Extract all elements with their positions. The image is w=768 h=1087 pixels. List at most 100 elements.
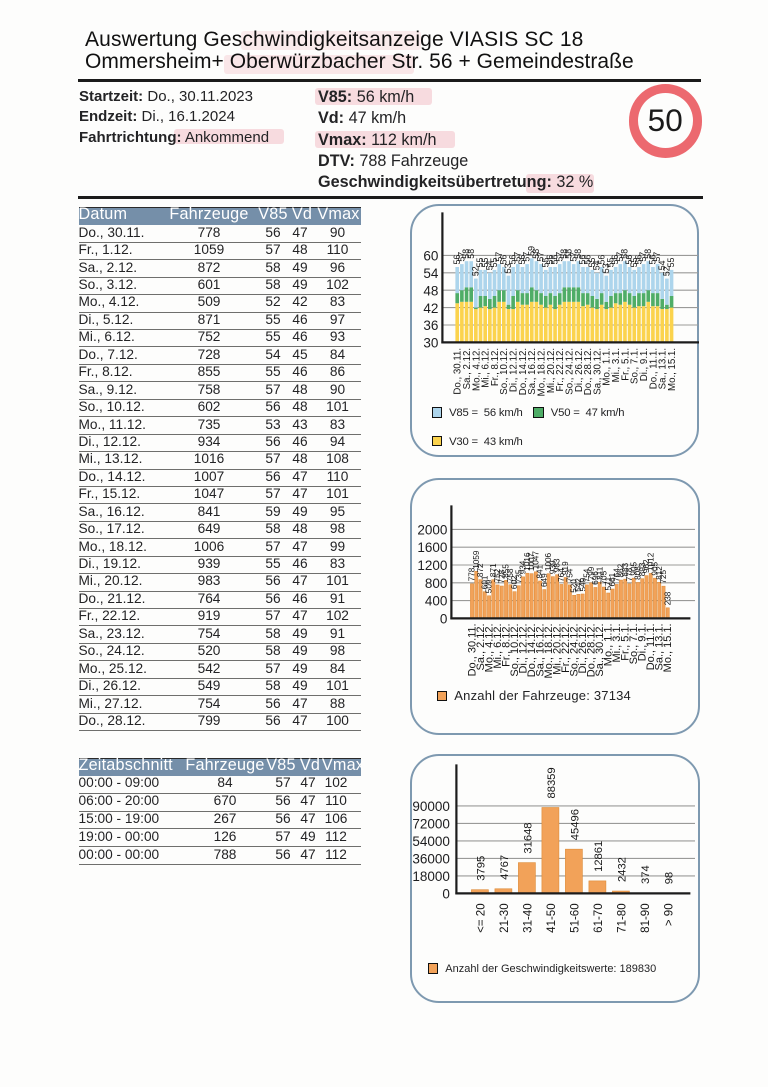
svg-text:56: 56 — [517, 255, 527, 265]
svg-text:42: 42 — [423, 301, 438, 316]
svg-text:56: 56 — [452, 255, 462, 265]
svg-text:57: 57 — [615, 252, 625, 262]
svg-text:905: 905 — [629, 561, 638, 575]
svg-text:758: 758 — [506, 568, 515, 582]
svg-text:31-40: 31-40 — [522, 903, 534, 932]
svg-text:56: 56 — [582, 255, 592, 265]
svg-text:55: 55 — [606, 258, 616, 268]
svg-text:So., 10.12.: So., 10.12. — [499, 348, 510, 395]
svg-text:2432: 2432 — [616, 857, 628, 882]
svg-text:52: 52 — [471, 266, 481, 276]
svg-text:Do., 28.12.: Do., 28.12. — [583, 348, 594, 395]
svg-text:54: 54 — [423, 266, 439, 281]
svg-text:Do., 11.1.: Do., 11.1. — [648, 348, 659, 389]
svg-text:Sa., 30.12.: Sa., 30.12. — [592, 348, 603, 395]
svg-text:> 90: > 90 — [663, 903, 675, 926]
svg-text:752: 752 — [493, 568, 502, 582]
svg-text:1016: 1016 — [523, 552, 532, 571]
svg-text:58: 58 — [559, 249, 569, 259]
svg-text:728: 728 — [497, 569, 506, 583]
svg-text:883: 883 — [621, 562, 630, 576]
svg-text:So., 24.12.: So., 24.12. — [569, 623, 581, 676]
svg-text:Mi., 3.1.: Mi., 3.1. — [611, 348, 622, 382]
svg-text:Sa., 13.1.: Sa., 13.1. — [654, 623, 666, 670]
svg-text:661: 661 — [608, 572, 617, 586]
svg-text:905: 905 — [651, 561, 660, 575]
svg-text:55: 55 — [587, 258, 597, 268]
svg-text:Di., 12.12.: Di., 12.12. — [509, 348, 520, 392]
svg-text:48: 48 — [423, 283, 438, 298]
svg-text:2000: 2000 — [417, 522, 447, 537]
svg-text:Fr., 22.12.: Fr., 22.12. — [555, 348, 566, 392]
svg-text:725: 725 — [659, 569, 668, 583]
svg-text:400: 400 — [425, 594, 448, 609]
svg-text:36: 36 — [423, 318, 438, 333]
svg-text:56: 56 — [578, 255, 588, 265]
svg-text:57: 57 — [522, 252, 532, 262]
svg-text:Fr., 8.12.: Fr., 8.12. — [490, 348, 501, 386]
svg-text:571: 571 — [604, 576, 613, 590]
svg-text:57: 57 — [554, 252, 564, 262]
svg-text:58: 58 — [461, 249, 471, 259]
svg-text:55: 55 — [475, 258, 485, 268]
svg-text:60: 60 — [423, 249, 438, 264]
svg-text:0: 0 — [442, 886, 450, 901]
svg-text:52: 52 — [662, 266, 672, 276]
svg-text:Sa., 2.12.: Sa., 2.12. — [475, 623, 487, 670]
svg-text:57: 57 — [638, 252, 648, 262]
svg-text:1007: 1007 — [527, 552, 536, 571]
svg-text:98: 98 — [663, 872, 675, 884]
svg-text:Fr., 5.1.: Fr., 5.1. — [620, 623, 632, 660]
svg-text:56: 56 — [648, 255, 658, 265]
svg-text:Do., 14.12.: Do., 14.12. — [526, 623, 538, 677]
svg-text:509: 509 — [485, 579, 494, 593]
svg-text:36000: 36000 — [412, 851, 450, 866]
svg-text:735: 735 — [514, 569, 523, 583]
svg-text:Mo., 15.1.: Mo., 15.1. — [667, 348, 678, 391]
svg-text:4767: 4767 — [499, 855, 511, 880]
svg-text:61-70: 61-70 — [593, 903, 605, 932]
svg-text:57: 57 — [652, 252, 662, 262]
svg-text:1600: 1600 — [417, 540, 447, 555]
svg-text:919: 919 — [561, 561, 570, 575]
svg-text:705: 705 — [600, 570, 609, 584]
svg-text:18000: 18000 — [412, 869, 450, 884]
svg-text:53: 53 — [601, 263, 611, 273]
svg-text:Mo., 4.12.: Mo., 4.12. — [483, 623, 495, 672]
svg-text:754: 754 — [583, 568, 592, 582]
svg-text:764: 764 — [557, 568, 566, 582]
svg-text:649: 649 — [540, 573, 549, 587]
svg-text:58: 58 — [466, 249, 476, 259]
svg-text:Di., 9.1.: Di., 9.1. — [639, 348, 650, 381]
svg-text:Di., 9.1.: Di., 9.1. — [637, 623, 649, 661]
svg-text:Mi., 6.12.: Mi., 6.12. — [492, 623, 504, 668]
svg-text:54: 54 — [592, 260, 602, 270]
svg-text:58: 58 — [564, 249, 574, 259]
svg-text:56: 56 — [634, 255, 644, 265]
svg-text:983: 983 — [553, 558, 562, 572]
svg-text:55: 55 — [666, 258, 676, 268]
svg-text:Mi., 3.1.: Mi., 3.1. — [611, 623, 623, 662]
svg-text:934: 934 — [519, 560, 528, 574]
svg-text:56: 56 — [508, 255, 518, 265]
svg-text:71-80: 71-80 — [616, 903, 628, 932]
svg-text:Fr., 5.1.: Fr., 5.1. — [620, 348, 631, 381]
svg-text:Do., 28.12.: Do., 28.12. — [586, 623, 598, 677]
svg-text:55: 55 — [489, 258, 499, 268]
svg-text:Mo., 15.1.: Mo., 15.1. — [662, 623, 674, 672]
svg-text:31648: 31648 — [522, 822, 534, 853]
svg-text:855: 855 — [502, 564, 511, 578]
svg-text:962: 962 — [642, 559, 651, 573]
svg-text:Di., 26.12.: Di., 26.12. — [574, 348, 585, 392]
svg-text:56: 56 — [498, 255, 508, 265]
svg-text:54: 54 — [484, 260, 494, 270]
svg-text:1200: 1200 — [417, 558, 447, 573]
svg-text:542: 542 — [574, 578, 583, 592]
svg-text:55: 55 — [629, 258, 639, 268]
svg-text:51-60: 51-60 — [569, 903, 581, 932]
svg-text:56: 56 — [550, 255, 560, 265]
svg-text:So., 10.12.: So., 10.12. — [509, 623, 521, 676]
svg-text:Sa., 30.12.: Sa., 30.12. — [594, 623, 606, 676]
svg-text:872: 872 — [476, 563, 485, 577]
svg-text:Sa., 2.12.: Sa., 2.12. — [462, 348, 473, 389]
